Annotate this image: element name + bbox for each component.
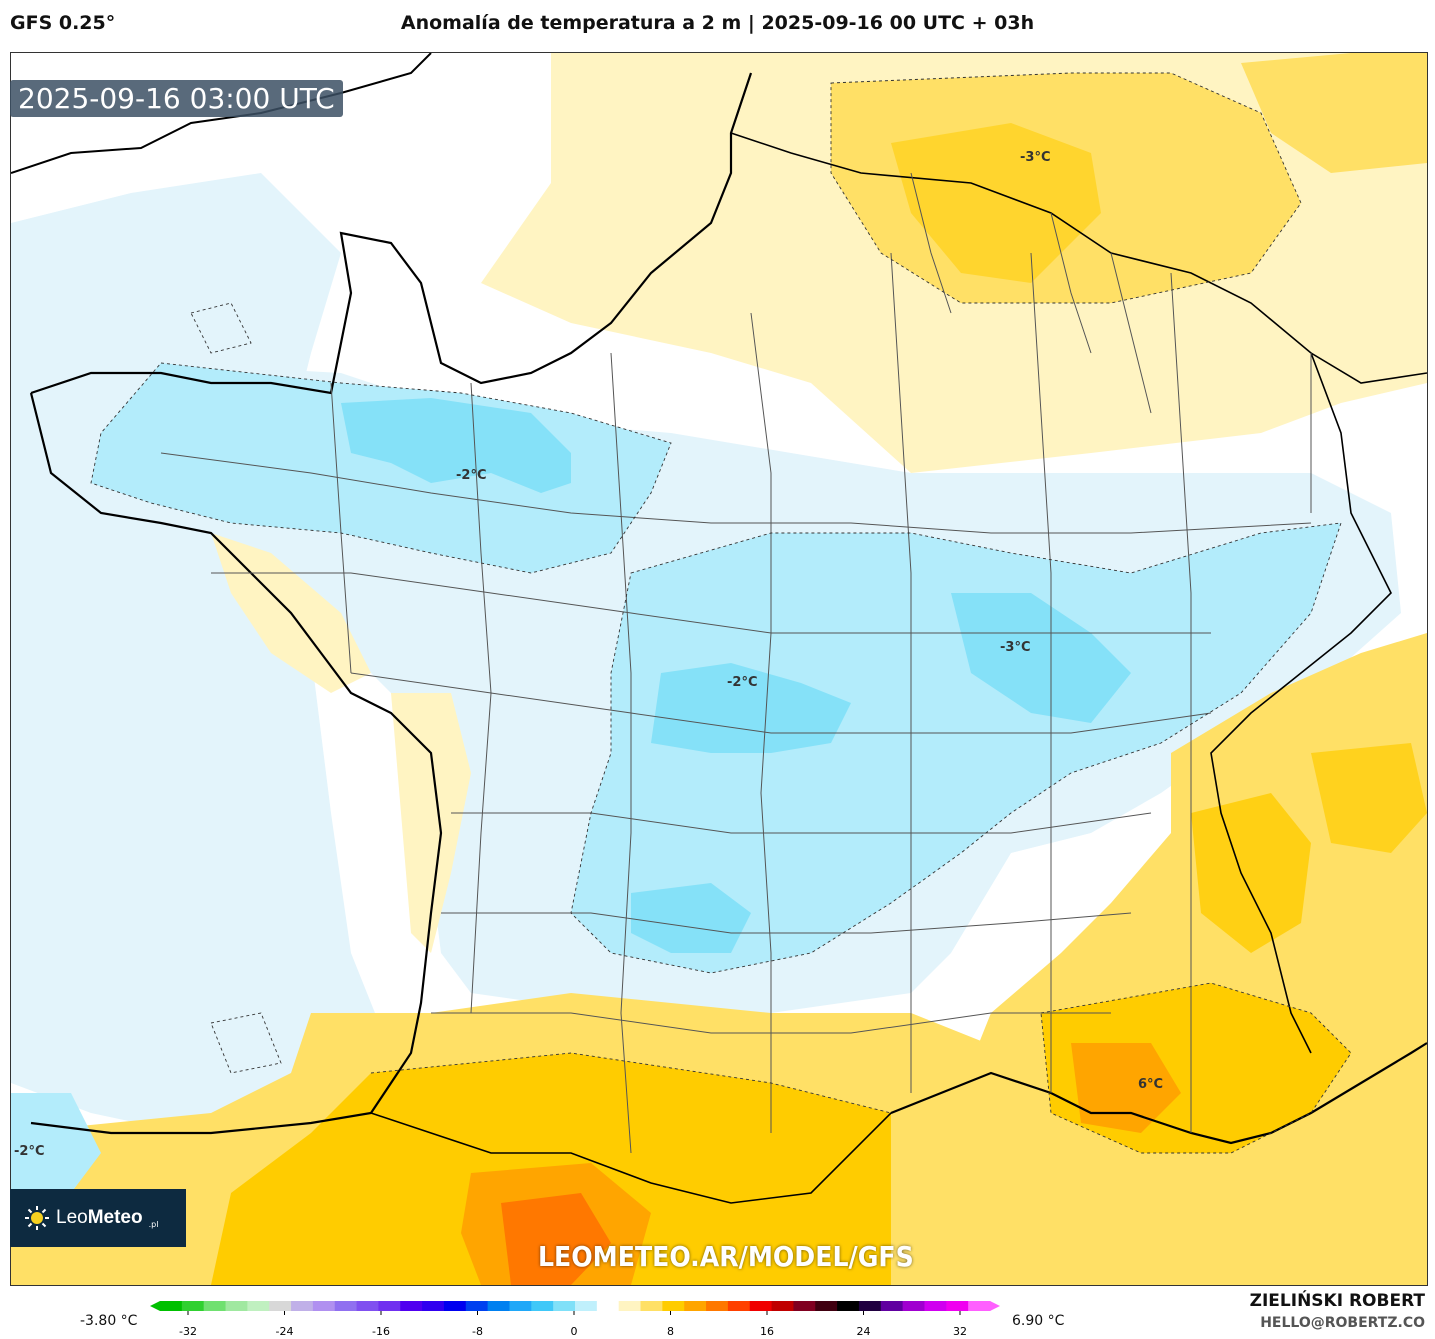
author-email: HELLO@ROBERTZ.CO xyxy=(1260,1315,1425,1331)
leometeo-logo: LeoMeteo .pl xyxy=(10,1189,186,1247)
colorbar-swatch xyxy=(356,1301,379,1311)
biscay-neg-mid xyxy=(11,1093,101,1203)
colorbar-max-arrow xyxy=(990,1301,1000,1311)
colorbar-tick-label: -24 xyxy=(276,1325,294,1338)
colorbar-tick-label: -16 xyxy=(372,1325,390,1338)
colorbar-swatch xyxy=(684,1301,707,1311)
alps-pos-strong xyxy=(1191,793,1311,953)
sw-neg-strong xyxy=(631,883,751,953)
department-boundaries xyxy=(160,172,1312,1154)
germany-pos-strong xyxy=(891,123,1101,283)
colorbar-tick-label: 16 xyxy=(760,1325,774,1338)
contour-label: 6°C xyxy=(1138,1077,1164,1092)
colorbar-swatch xyxy=(531,1301,554,1311)
border-ch-it xyxy=(1210,352,1392,1054)
colorbar-swatch xyxy=(400,1301,423,1311)
se-pos-mid xyxy=(951,633,1427,1285)
colorbar-swatch xyxy=(181,1301,205,1311)
colorbar-swatch xyxy=(771,1301,794,1311)
border-es xyxy=(370,1112,892,1204)
ne-pos-mid xyxy=(1241,53,1427,173)
colorbar-swatch xyxy=(727,1301,751,1311)
contour-label: -2°C xyxy=(456,468,487,483)
spain-pos-hotter xyxy=(501,1193,611,1285)
gironde-pos xyxy=(391,693,471,953)
colorbar-swatch xyxy=(924,1301,947,1311)
contour-label: -3°C xyxy=(1020,150,1051,165)
colorbar-tick-label: 24 xyxy=(857,1325,871,1338)
colorbar-swatch xyxy=(880,1301,904,1311)
colorbar-swatch xyxy=(553,1301,576,1311)
normandy-neg-strong xyxy=(341,398,571,493)
central-neg-mid xyxy=(571,523,1341,973)
model-name: GFS 0.25° xyxy=(10,12,116,34)
colorbar-swatch xyxy=(640,1301,663,1311)
colorbar-swatch xyxy=(269,1301,292,1311)
colorbar-swatch xyxy=(312,1301,336,1311)
valid-time-badge: 2025-09-16 03:00 UTC xyxy=(10,80,343,117)
colorbar-swatch xyxy=(596,1301,620,1311)
coastline-west xyxy=(29,392,443,1135)
chart-title: Anomalía de temperatura a 2 m | 2025-09-… xyxy=(400,12,1035,34)
temperature-anomaly-map xyxy=(10,52,1428,1286)
colorbar-swatch xyxy=(902,1301,925,1311)
colorbar-swatch xyxy=(225,1301,248,1311)
colorbar-max-label: 6.90 °C xyxy=(1012,1313,1065,1329)
colorbar-swatch xyxy=(509,1301,532,1311)
colorbar-swatch xyxy=(378,1301,401,1311)
center-neg-strong xyxy=(651,663,851,753)
colorbar-swatch xyxy=(247,1301,270,1311)
colorbar-swatch xyxy=(858,1301,882,1311)
colorbar-tick-label: 0 xyxy=(571,1325,578,1338)
colorbar-min-arrow xyxy=(150,1301,160,1311)
coastline-uk xyxy=(11,53,432,174)
colorbar-swatch xyxy=(575,1301,598,1311)
colorbar-tick-label: 8 xyxy=(667,1325,674,1338)
colorbar-swatch xyxy=(443,1301,467,1311)
watermark-url: LEOMETEO.AR/MODEL/GFS xyxy=(538,1240,914,1273)
colorbar-swatch xyxy=(334,1301,358,1311)
colorbar-swatch xyxy=(203,1301,227,1311)
colorbar-swatch xyxy=(465,1301,489,1311)
colorbar: -32 -24 -16 -8 0 8 16 24 32 xyxy=(150,1301,1000,1338)
contour-label: -2°C xyxy=(727,675,758,690)
colorbar-swatch xyxy=(422,1301,445,1311)
colorbar-swatch xyxy=(793,1301,816,1311)
colorbar-swatch xyxy=(815,1301,838,1311)
logo-suffix: .pl xyxy=(148,1220,159,1229)
colorbar-tick-label: 32 xyxy=(953,1325,967,1338)
colorbar-swatch xyxy=(968,1301,991,1311)
colorbar-tick-label: -32 xyxy=(179,1325,197,1338)
author-name: ZIELIŃSKI ROBERT xyxy=(1249,1291,1425,1311)
colorbar-swatch xyxy=(618,1301,642,1311)
colorbar-tick-label: -8 xyxy=(472,1325,483,1338)
coastline-north xyxy=(30,72,753,395)
colorbar-swatch xyxy=(160,1301,183,1311)
italy-pos-strong xyxy=(1311,743,1427,853)
sun-icon xyxy=(25,1206,49,1230)
contour-label: -2°C xyxy=(14,1144,45,1159)
logo-text: LeoMeteo xyxy=(56,1207,143,1228)
colorbar-swatch xyxy=(291,1301,314,1311)
colorbar-swatch xyxy=(946,1301,969,1311)
colorbar-swatch xyxy=(749,1301,773,1311)
east-neg-strong xyxy=(951,593,1131,723)
colorbar-min-label: -3.80 °C xyxy=(80,1313,138,1329)
colorbar-swatch xyxy=(837,1301,860,1311)
contour-label: -3°C xyxy=(1000,640,1031,655)
colorbar-swatch xyxy=(662,1301,685,1311)
provence-pos-hot xyxy=(1071,1043,1181,1133)
colorbar-swatch xyxy=(706,1301,729,1311)
map-canvas xyxy=(11,53,1427,1285)
contour-lines xyxy=(90,72,1352,1154)
colorbar-swatch xyxy=(487,1301,510,1311)
